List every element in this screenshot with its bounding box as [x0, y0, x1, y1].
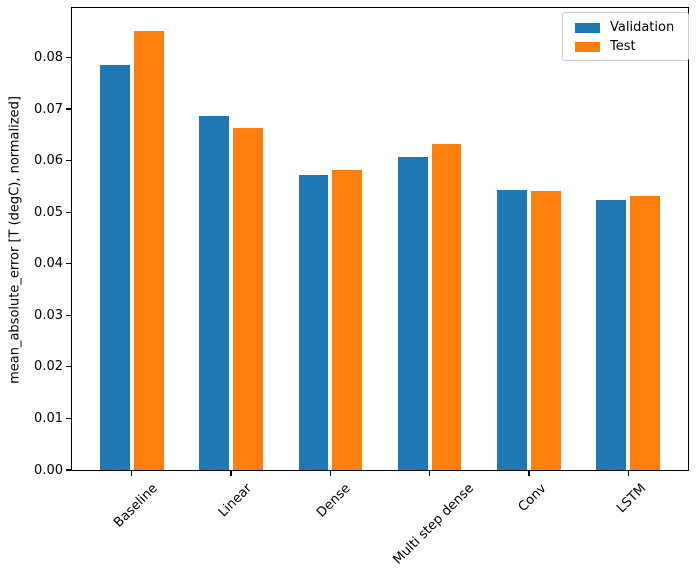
- x-tick-mark: [329, 471, 331, 476]
- y-tick-label: 0.05: [34, 204, 63, 220]
- bar-test-conv: [530, 191, 561, 470]
- legend: Validation Test: [562, 12, 689, 61]
- bar-validation-conv: [497, 189, 527, 470]
- bar-validation-lstm: [596, 200, 627, 470]
- bar-validation-multi-step-dense: [397, 157, 428, 470]
- x-tick-mark: [627, 471, 629, 476]
- x-tick-label-multi-step-dense: Multi step dense: [390, 481, 477, 568]
- legend-item-test: Test: [575, 37, 680, 56]
- y-tick-mark: [66, 417, 71, 420]
- y-tick-label: 0.01: [34, 410, 63, 426]
- bar-validation-linear: [199, 115, 230, 470]
- y-tick-label: 0.07: [34, 101, 63, 117]
- x-tick-label-conv: Conv: [515, 481, 550, 515]
- x-tick-mark: [528, 471, 530, 476]
- bar-test-baseline: [133, 30, 164, 470]
- x-tick-mark: [429, 471, 431, 476]
- bar-test-dense: [332, 169, 363, 470]
- bar-validation-baseline: [100, 65, 130, 470]
- y-tick-label: 0.03: [34, 307, 63, 323]
- x-tick-label-baseline: Baseline: [110, 481, 161, 531]
- legend-item-validation: Validation: [575, 18, 680, 37]
- bar-test-multi-step-dense: [431, 143, 462, 470]
- bar-validation-dense: [298, 175, 329, 470]
- y-tick-mark: [66, 56, 71, 59]
- x-tick-mark: [131, 471, 133, 476]
- y-tick-mark: [66, 366, 71, 368]
- x-tick-label-linear: Linear: [215, 481, 255, 521]
- y-tick-label: 0.00: [34, 462, 63, 478]
- y-tick-label: 0.04: [34, 256, 63, 272]
- plot-area: [71, 7, 689, 471]
- x-tick-label-lstm: LSTM: [614, 481, 650, 517]
- bar-test-lstm: [630, 195, 660, 470]
- legend-swatch-validation-icon: [575, 22, 600, 33]
- y-tick-label: 0.06: [34, 153, 63, 169]
- legend-swatch-test-icon: [575, 41, 600, 52]
- y-tick-label: 0.02: [34, 359, 63, 375]
- x-tick-mark: [230, 471, 232, 476]
- y-tick-mark: [66, 314, 71, 316]
- y-tick-mark: [66, 211, 71, 213]
- y-tick-mark: [66, 469, 71, 471]
- y-tick-mark: [66, 263, 71, 265]
- y-axis-label: mean_absolute_error [T (degC), normalize…: [7, 96, 23, 384]
- legend-label-test: Test: [610, 39, 636, 54]
- y-tick-label: 0.08: [34, 50, 63, 65]
- bar-test-linear: [233, 128, 263, 470]
- y-tick-mark: [66, 160, 71, 162]
- legend-label-validation: Validation: [610, 20, 675, 35]
- y-tick-mark: [66, 108, 71, 110]
- x-tick-label-dense: Dense: [314, 481, 354, 521]
